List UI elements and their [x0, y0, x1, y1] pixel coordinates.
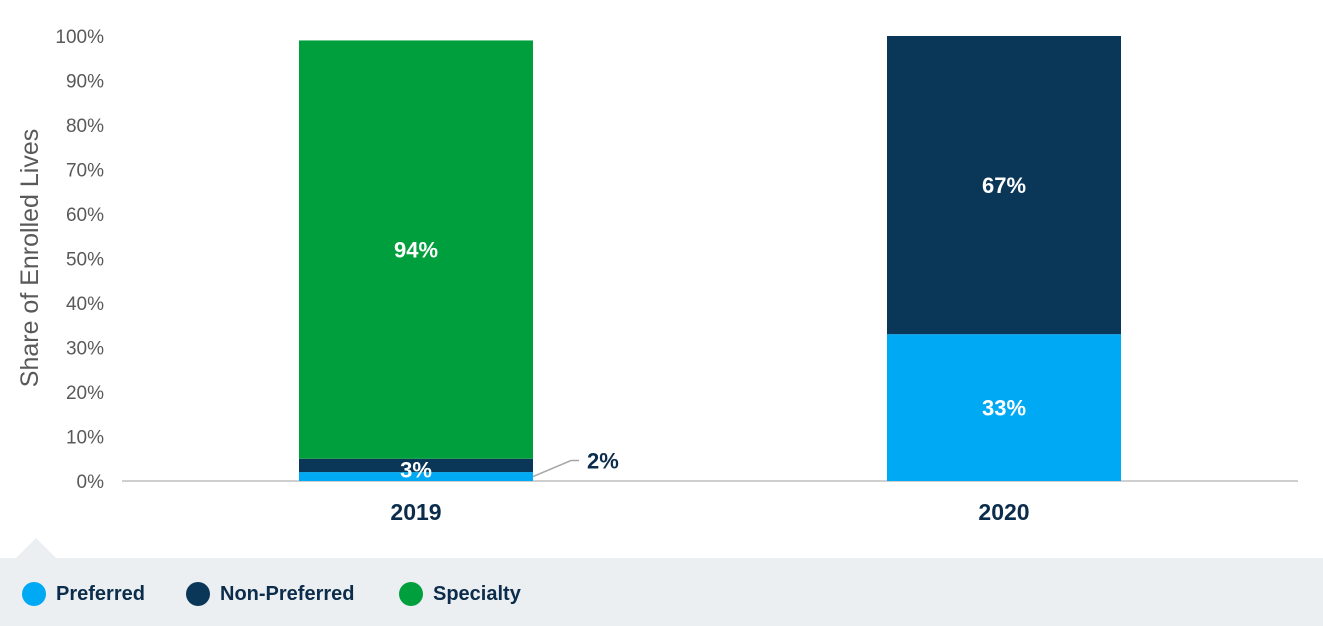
- legend-swatch-non-preferred: [186, 582, 210, 606]
- y-tick-label: 80%: [66, 116, 104, 137]
- data-label-2020-preferred: 33%: [982, 396, 1026, 421]
- y-tick-label: 90%: [66, 72, 104, 93]
- y-tick-label: 0%: [77, 472, 105, 493]
- data-label-2019-specialty: 94%: [394, 238, 438, 263]
- legend-item-specialty: Specialty: [399, 582, 521, 606]
- legend-label-preferred: Preferred: [56, 582, 145, 605]
- bar-segment-2020-non-preferred: [887, 36, 1121, 335]
- y-tick-label: 20%: [66, 383, 104, 404]
- legend-item-preferred: Preferred: [22, 582, 145, 606]
- category-labels-layer: 2019 2020: [390, 499, 1029, 525]
- legend-label-specialty: Specialty: [433, 582, 521, 605]
- x-category-label-2020: 2020: [978, 499, 1029, 525]
- legend-swatch-specialty: [399, 582, 423, 606]
- y-tick-label: 60%: [66, 205, 104, 226]
- legend-label-non-preferred: Non-Preferred: [220, 582, 355, 605]
- callout-label: 2%: [587, 449, 619, 474]
- data-label-2020-non-preferred: 67%: [982, 173, 1026, 198]
- y-tick-label: 30%: [66, 339, 104, 360]
- callout-annotation: 2%: [532, 449, 619, 478]
- bar-segment-2019-preferred: [299, 472, 533, 481]
- legend-swatch-preferred: [22, 582, 46, 606]
- y-tick-label: 100%: [55, 27, 104, 48]
- y-tick-label: 50%: [66, 250, 104, 271]
- legend-item-non-preferred: Non-Preferred: [186, 582, 354, 606]
- legend: Preferred Non-Preferred Specialty: [0, 558, 1323, 626]
- y-axis: 0% 10% 20% 30% 40% 50% 60% 70% 80% 90% 100%: [55, 27, 104, 493]
- legend-pointer: [16, 538, 56, 558]
- bar-segment-2020-preferred: [887, 334, 1121, 481]
- y-tick-label: 70%: [66, 161, 104, 182]
- y-tick-label: 40%: [66, 294, 104, 315]
- stacked-bar-chart: 0% 10% 20% 30% 40% 50% 60% 70% 80% 90% 100% Share …: [16, 27, 1298, 525]
- data-label-2019-non-preferred: 3%: [400, 457, 432, 482]
- callout-leader-line: [532, 459, 579, 478]
- bar-segment-2019-non-preferred: [299, 458, 533, 473]
- bars-layer: [299, 36, 1121, 481]
- y-axis-title: Share of Enrolled Lives: [16, 129, 44, 387]
- segment-labels-layer: 3% 94% 33% 67%: [394, 173, 1026, 482]
- y-tick-label: 10%: [66, 428, 104, 449]
- bar-segment-2019-specialty: [299, 40, 533, 459]
- x-category-label-2019: 2019: [390, 499, 441, 525]
